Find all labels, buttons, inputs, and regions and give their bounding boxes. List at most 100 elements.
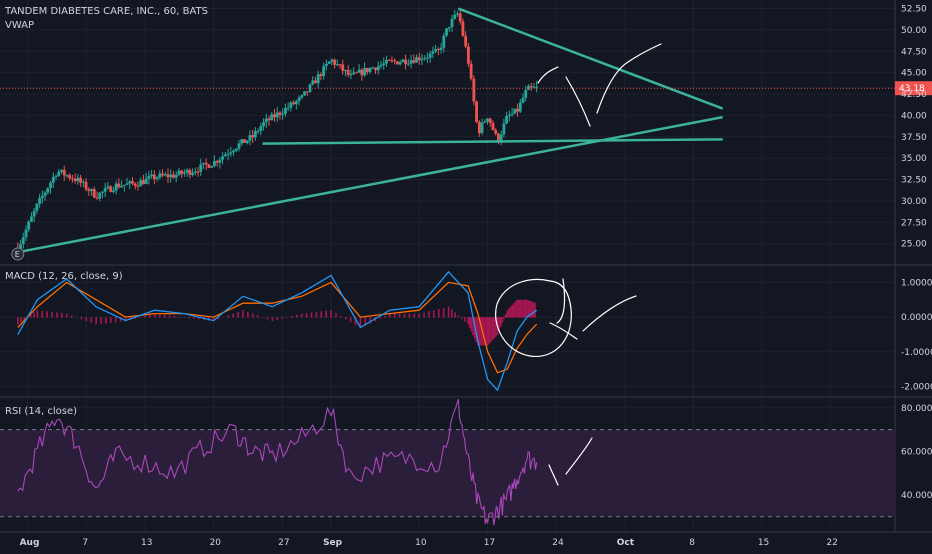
candle-body <box>188 169 192 175</box>
candle-body <box>395 61 399 65</box>
price-candle <box>117 178 121 189</box>
histogram-bar <box>217 317 220 320</box>
histogram-bar <box>509 306 512 318</box>
price-candle <box>35 203 39 214</box>
price-candle <box>248 130 252 146</box>
histogram-bar <box>447 306 450 318</box>
candle-body <box>524 89 528 98</box>
candle-body <box>191 172 194 175</box>
price-candle <box>60 169 63 174</box>
histogram-bar <box>266 317 269 320</box>
price-candle <box>346 65 350 78</box>
price-candle <box>243 139 246 143</box>
histogram-bar <box>261 317 264 318</box>
price-candle <box>71 175 74 183</box>
candle-body <box>223 154 227 157</box>
price-candle <box>218 156 222 169</box>
histogram-bar <box>468 317 471 329</box>
price-candle <box>406 58 410 67</box>
candle-body <box>73 179 77 181</box>
price-candle <box>518 99 522 114</box>
histogram-bar <box>222 317 225 318</box>
price-candle <box>431 46 435 59</box>
price-candle <box>172 170 175 179</box>
histogram-bar <box>247 311 249 318</box>
time-axis-label: 8 <box>689 538 695 548</box>
candle-body <box>406 63 410 65</box>
candle-body <box>439 47 443 50</box>
price-candle <box>442 32 446 53</box>
histogram-bar <box>418 313 420 318</box>
histogram-bar <box>384 315 386 318</box>
histogram-bar <box>188 317 190 319</box>
price-candle <box>188 168 192 179</box>
price-candle <box>289 100 293 112</box>
histogram-bar <box>330 310 332 318</box>
price-candle <box>256 128 260 134</box>
candle-body <box>109 186 113 192</box>
price-candle <box>182 169 186 177</box>
price-candle <box>316 70 320 88</box>
candle-body <box>117 183 121 188</box>
candle-body <box>253 131 257 138</box>
price-candle <box>513 108 517 115</box>
price-candle <box>122 184 126 192</box>
price-candle <box>390 56 394 63</box>
price-candle <box>24 225 28 242</box>
macd-axis-label: -2.0000 <box>901 383 932 393</box>
candle-body <box>393 60 397 62</box>
candle-body <box>32 210 36 217</box>
candle-body <box>477 122 481 134</box>
price-candle <box>226 148 230 161</box>
macd-axis-label: 0.0000 <box>901 313 932 323</box>
histogram-bar <box>61 313 63 318</box>
price-candle <box>415 54 418 63</box>
price-tag-box <box>895 81 932 96</box>
price-candle <box>270 112 274 121</box>
price-candle <box>365 67 369 75</box>
candle-body <box>349 73 353 75</box>
histogram-bar <box>464 317 466 322</box>
histogram-bar <box>514 301 517 318</box>
histogram-bar <box>460 317 463 319</box>
histogram-bar <box>344 317 347 320</box>
candle-body <box>360 69 364 76</box>
candle-body <box>292 102 296 105</box>
histogram-bar <box>493 317 496 339</box>
histogram-bar <box>109 317 112 323</box>
rsi-axis-label: 40.0000 <box>901 491 932 501</box>
histogram-bar <box>16 317 19 325</box>
histogram-bar <box>23 317 26 320</box>
candle-body <box>475 101 478 123</box>
candle-body <box>371 67 375 69</box>
candle-body <box>92 189 96 198</box>
candle-body <box>458 13 462 22</box>
candle-body <box>273 114 276 118</box>
price-axis-label: 45.00 <box>901 69 927 79</box>
histogram-bar <box>256 315 259 318</box>
price-candle <box>136 181 140 191</box>
histogram-bar <box>65 313 68 318</box>
histogram-bar <box>149 314 151 318</box>
price-candle <box>81 179 85 188</box>
histogram-bar <box>534 302 536 318</box>
histogram-bar <box>178 316 181 318</box>
histogram-bar <box>300 313 303 318</box>
candle-body <box>21 237 25 245</box>
price-candle <box>324 59 328 71</box>
candle-body <box>335 64 339 66</box>
candle-body <box>237 143 241 149</box>
time-axis-label: 17 <box>484 538 495 548</box>
price-candle <box>262 118 265 131</box>
histogram-bar <box>242 310 244 318</box>
price-candle <box>223 152 227 157</box>
candle-body <box>278 112 282 115</box>
histogram-bar <box>486 317 489 346</box>
histogram-bar <box>491 317 494 341</box>
candle-body <box>60 169 63 172</box>
candle-body <box>38 197 42 204</box>
candle-body <box>54 175 58 177</box>
price-candle <box>305 91 309 96</box>
price-candle <box>360 68 364 81</box>
